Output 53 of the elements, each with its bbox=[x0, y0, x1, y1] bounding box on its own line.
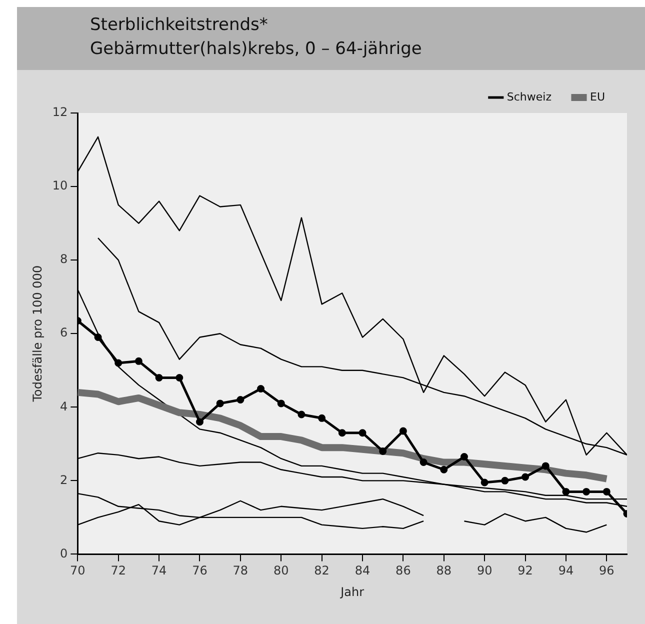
y-axis-title: Todesfälle pro 100 000 bbox=[30, 265, 44, 403]
point bbox=[480, 478, 488, 486]
y-tick-label: 2 bbox=[60, 472, 68, 487]
x-tick-label: 90 bbox=[476, 564, 492, 578]
point bbox=[501, 476, 509, 484]
point bbox=[94, 334, 102, 342]
x-tick-label: 84 bbox=[354, 564, 370, 578]
x-tick-label: 86 bbox=[396, 564, 411, 578]
point bbox=[216, 400, 224, 408]
point bbox=[277, 400, 285, 408]
point bbox=[358, 429, 366, 437]
chart-subtitle: Gebärmutter(hals)krebs, 0 – 64-jährige bbox=[90, 39, 422, 59]
x-tick-label: 70 bbox=[70, 564, 86, 578]
point bbox=[155, 374, 163, 382]
y-tick-label: 0 bbox=[60, 546, 68, 560]
point bbox=[582, 488, 590, 496]
y-tick-label: 10 bbox=[52, 178, 68, 193]
chart-title: Sterblichkeitstrends* bbox=[90, 15, 268, 35]
point bbox=[134, 357, 142, 365]
x-tick-label: 82 bbox=[314, 564, 330, 578]
y-tick-label: 6 bbox=[60, 326, 68, 340]
point bbox=[562, 488, 570, 496]
point bbox=[460, 453, 468, 461]
x-axis-title: Jahr bbox=[340, 584, 364, 599]
y-tick-label: 4 bbox=[60, 399, 68, 414]
x-tick-label: 96 bbox=[599, 564, 614, 578]
point bbox=[399, 427, 407, 435]
point bbox=[420, 458, 428, 466]
point bbox=[176, 374, 184, 382]
x-tick-label: 72 bbox=[110, 564, 126, 578]
point bbox=[602, 488, 610, 496]
point bbox=[196, 418, 204, 426]
x-tick-label: 74 bbox=[151, 564, 167, 578]
y-tick-label: 12 bbox=[52, 105, 68, 120]
point bbox=[318, 414, 326, 422]
point bbox=[257, 385, 265, 392]
point bbox=[114, 359, 122, 367]
point bbox=[298, 410, 306, 418]
x-tick-label: 80 bbox=[273, 564, 289, 578]
point bbox=[379, 448, 387, 456]
point bbox=[236, 396, 244, 404]
x-tick-label: 94 bbox=[558, 564, 574, 578]
legend-label: Schweiz bbox=[506, 90, 552, 104]
x-tick-label: 92 bbox=[518, 564, 533, 578]
point bbox=[542, 462, 550, 470]
y-tick-label: 8 bbox=[60, 252, 68, 266]
point bbox=[338, 429, 346, 437]
legend-label: EU bbox=[590, 90, 606, 104]
point bbox=[440, 466, 448, 474]
x-tick-label: 78 bbox=[232, 564, 248, 578]
x-tick-label: 88 bbox=[436, 564, 452, 578]
point bbox=[522, 473, 530, 481]
x-tick-label: 76 bbox=[192, 564, 208, 578]
